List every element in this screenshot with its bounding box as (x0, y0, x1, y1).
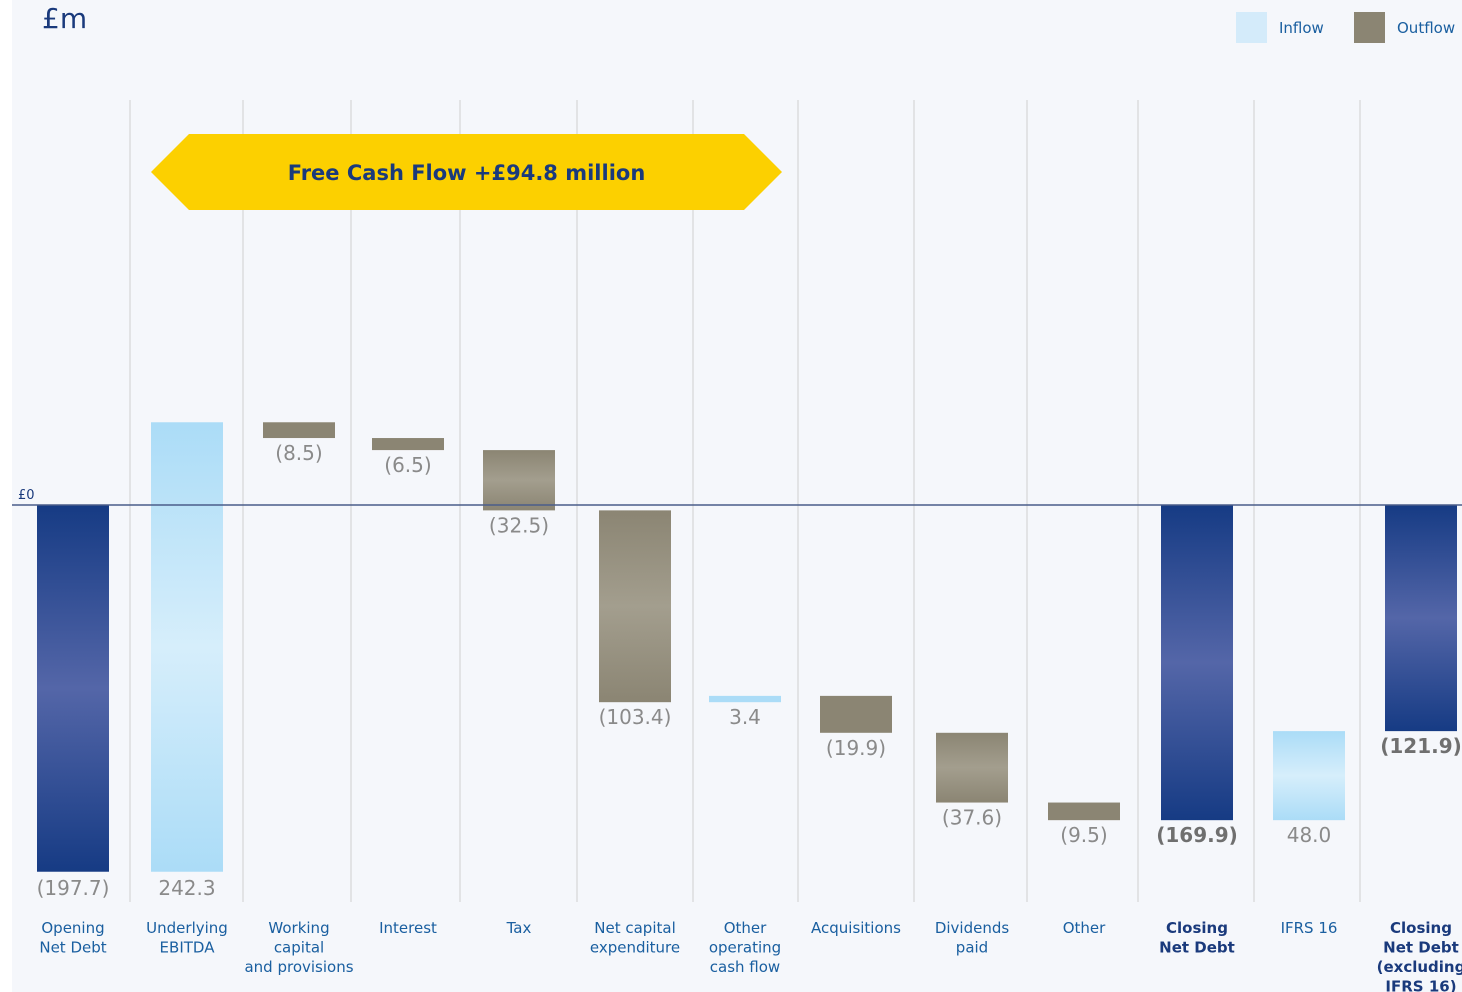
free-cash-flow-banner (151, 134, 782, 210)
value-label-7: (19.9) (826, 736, 886, 760)
bar-9 (1048, 802, 1120, 821)
category-label-line: Net Debt (1383, 939, 1459, 957)
category-label-line: (excluding (1377, 958, 1462, 976)
category-label-line: Opening (41, 919, 104, 937)
bar-10 (1161, 505, 1233, 821)
category-label-line: Tax (506, 919, 532, 937)
category-label-1: Underlying EBITDA (146, 919, 228, 957)
value-label-12: (121.9) (1380, 734, 1462, 758)
category-label-line: expenditure (590, 939, 680, 957)
legend-swatch-inflow (1236, 12, 1267, 43)
category-label-4: Tax (506, 919, 532, 937)
category-label-line: capital (274, 939, 324, 957)
category-label-line: EBITDA (160, 939, 216, 957)
category-label-line: Closing (1390, 919, 1452, 937)
category-label-line: Underlying (146, 919, 228, 937)
bar-8 (936, 732, 1008, 803)
category-label-line: Dividends (935, 919, 1010, 937)
value-label-11: 48.0 (1287, 823, 1332, 847)
category-label-8: Dividends paid (935, 919, 1010, 957)
bar-4 (483, 450, 555, 511)
category-label-line: Closing (1166, 919, 1228, 937)
value-label-1: 242.3 (158, 876, 215, 900)
category-label-2: Working capital and provisions (244, 919, 353, 976)
value-label-3: (6.5) (384, 453, 431, 477)
bar-2 (263, 422, 335, 439)
bar-11 (1273, 731, 1345, 821)
category-label-3: Interest (379, 919, 437, 937)
bar-0 (37, 505, 109, 872)
category-label-line: and provisions (244, 958, 353, 976)
category-label-line: paid (956, 939, 988, 957)
value-label-6: 3.4 (729, 705, 761, 729)
value-label-0: (197.7) (37, 876, 110, 900)
category-label-6: Other operating cash flow (709, 919, 781, 976)
legend-label-outflow: Outflow (1397, 19, 1455, 37)
bar-3 (372, 438, 444, 451)
category-label-line: operating (709, 939, 781, 957)
legend-label-inflow: Inflow (1279, 19, 1324, 37)
category-label-line: Net capital (594, 919, 675, 937)
bar-7 (820, 695, 892, 733)
category-label-line: Other (1063, 919, 1106, 937)
category-label-line: IFRS 16) (1385, 978, 1456, 992)
value-label-9: (9.5) (1060, 823, 1107, 847)
category-label-line: Working (268, 919, 329, 937)
category-label-9: Other (1063, 919, 1106, 937)
category-label-11: IFRS 16 (1281, 919, 1338, 937)
bar-5 (599, 510, 671, 703)
category-label-0: Opening Net Debt (39, 919, 106, 957)
bar-1 (151, 422, 223, 872)
category-label-line: Interest (379, 919, 437, 937)
unit-label: £m (42, 2, 87, 35)
category-label-line: Other (724, 919, 767, 937)
category-label-line: Net Debt (39, 939, 106, 957)
bar-6 (709, 695, 781, 703)
category-label-7: Acquisitions (811, 919, 901, 937)
category-label-line: Net Debt (1159, 939, 1235, 957)
free-cash-flow-banner-label: Free Cash Flow +£94.8 million (288, 161, 646, 185)
category-label-line: Acquisitions (811, 919, 901, 937)
legend-swatch-outflow (1354, 12, 1385, 43)
value-label-4: (32.5) (489, 513, 549, 537)
zero-label: £0 (18, 488, 35, 503)
bar-12 (1385, 505, 1457, 732)
value-label-10: (169.9) (1156, 823, 1238, 847)
category-label-line: cash flow (710, 958, 780, 976)
category-label-5: Net capital expenditure (590, 919, 680, 957)
category-label-12: Closing Net Debt (excluding IFRS 16) (1377, 919, 1462, 992)
value-label-8: (37.6) (942, 806, 1002, 830)
value-label-2: (8.5) (275, 441, 322, 465)
category-label-line: IFRS 16 (1281, 919, 1338, 937)
value-label-5: (103.4) (599, 705, 672, 729)
category-label-10: Closing Net Debt (1159, 919, 1235, 957)
